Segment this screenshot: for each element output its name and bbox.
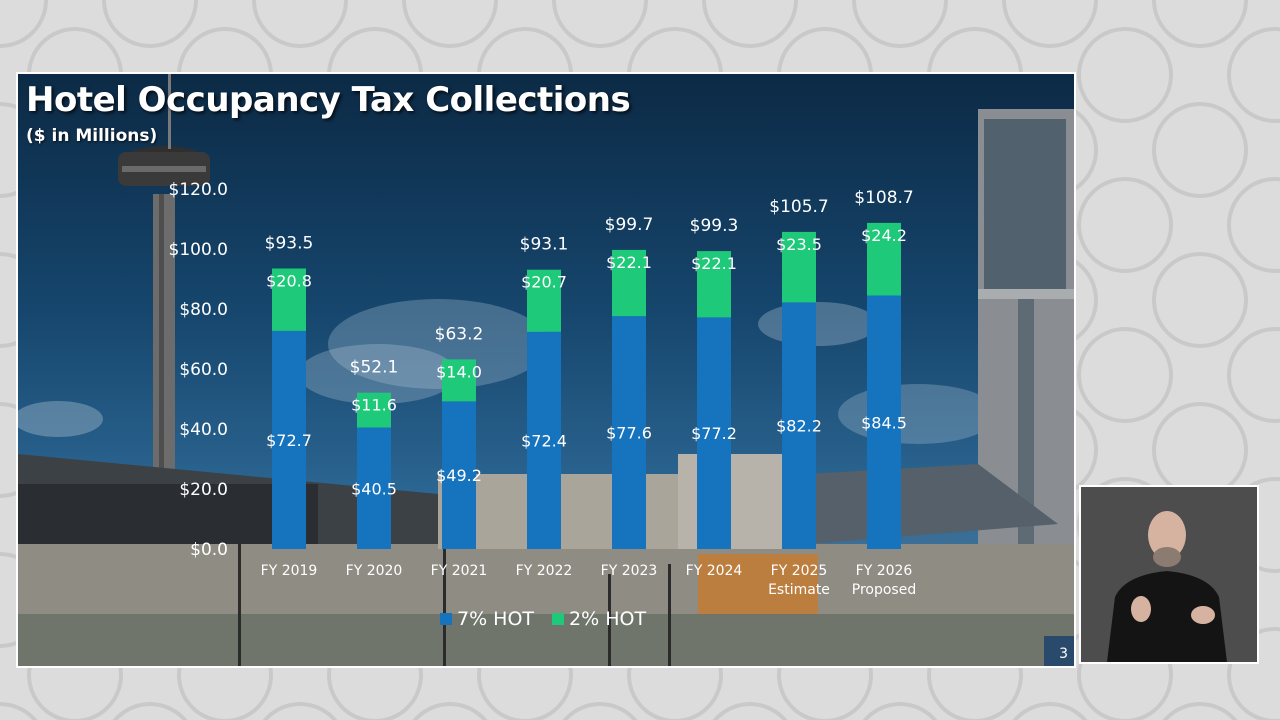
data-label-7pct: $49.2 xyxy=(436,466,482,485)
x-category-label: FY 2025 xyxy=(771,563,828,579)
legend-item-2pct: 2% HOT xyxy=(552,608,646,630)
total-label: $99.7 xyxy=(605,215,654,235)
data-label-2pct: $20.7 xyxy=(521,273,567,292)
data-label-7pct: $82.2 xyxy=(776,417,822,436)
bar-7pct-hot xyxy=(697,317,731,549)
legend-item-7pct: 7% HOT xyxy=(440,608,534,630)
bar-7pct-hot xyxy=(612,316,646,549)
stacked-bar-chart: $0.0 $20.0 $40.0 $60.0 $80.0 $100.0 $120.0 $72.… xyxy=(169,180,917,598)
bar-2pct-hot xyxy=(612,249,646,317)
data-label-2pct: $11.6 xyxy=(351,396,397,415)
bar-7pct-hot xyxy=(442,401,476,549)
legend-swatch-2pct xyxy=(552,613,565,625)
y-tick-label: $20.0 xyxy=(179,480,228,500)
data-label-2pct: $23.5 xyxy=(776,235,822,254)
y-tick-label: $40.0 xyxy=(179,420,228,440)
chart-legend: 7% HOT 2% HOT xyxy=(440,608,656,630)
data-label-7pct: $72.4 xyxy=(521,431,567,450)
x-category-label: FY 2023 xyxy=(601,563,658,579)
bar-7pct-hot xyxy=(357,427,391,549)
bar-2pct-hot xyxy=(272,268,306,331)
bar-2pct-hot xyxy=(697,251,731,318)
sign-language-interpreter-video xyxy=(1079,485,1259,664)
x-category-label: FY 2020 xyxy=(346,563,403,579)
slide-subtitle: ($ in Millions) xyxy=(26,126,158,146)
bar-2pct-hot xyxy=(357,392,391,428)
presentation-slide: Hotel Occupancy Tax Collections ($ in Mi… xyxy=(16,72,1076,668)
slide-title: Hotel Occupancy Tax Collections xyxy=(26,80,631,120)
data-label-7pct: $72.7 xyxy=(266,431,312,450)
total-label: $105.7 xyxy=(769,197,828,217)
x-category-label: Estimate xyxy=(768,582,830,598)
bar-2pct-hot xyxy=(867,222,901,296)
data-label-7pct: $77.2 xyxy=(691,424,737,443)
total-label: $93.1 xyxy=(520,235,569,255)
bar-7pct-hot xyxy=(272,330,306,549)
x-category-label: FY 2019 xyxy=(261,563,318,579)
data-label-7pct: $84.5 xyxy=(861,413,907,432)
x-category-label: Proposed xyxy=(852,582,916,598)
y-tick-label: $100.0 xyxy=(169,240,228,260)
bar-7pct-hot xyxy=(782,302,816,549)
data-label-2pct: $22.1 xyxy=(691,254,737,273)
data-label-7pct: $40.5 xyxy=(351,479,397,498)
y-tick-label: $60.0 xyxy=(179,360,228,380)
total-label: $93.5 xyxy=(265,234,314,254)
data-label-2pct: $20.8 xyxy=(266,272,312,291)
bar-2pct-hot xyxy=(442,359,476,402)
interpreter-image xyxy=(1081,487,1257,662)
x-category-label: FY 2024 xyxy=(686,563,743,579)
data-label-2pct: $24.2 xyxy=(861,226,907,245)
legend-label-2pct: 2% HOT xyxy=(569,608,647,630)
legend-label-7pct: 7% HOT xyxy=(457,608,535,630)
total-label: $63.2 xyxy=(435,324,484,344)
x-category-label: FY 2026 xyxy=(856,563,913,579)
legend-swatch-7pct xyxy=(440,613,452,625)
total-label: $108.7 xyxy=(854,188,913,208)
y-tick-label: $120.0 xyxy=(169,180,228,200)
x-category-label: FY 2021 xyxy=(431,563,488,579)
y-tick-label: $80.0 xyxy=(179,300,228,320)
y-tick-label: $0.0 xyxy=(190,540,228,560)
total-label: $52.1 xyxy=(350,358,399,378)
bar-7pct-hot xyxy=(527,331,561,549)
bar-7pct-hot xyxy=(867,295,901,549)
data-label-2pct: $22.1 xyxy=(606,253,652,272)
data-label-7pct: $77.6 xyxy=(606,424,652,443)
total-label: $99.3 xyxy=(690,216,739,236)
bar-2pct-hot xyxy=(782,231,816,303)
page-number: 3 xyxy=(1059,646,1068,662)
x-category-label: FY 2022 xyxy=(516,563,573,579)
bar-2pct-hot xyxy=(527,269,561,332)
page-corner-shape xyxy=(1044,636,1074,666)
data-label-2pct: $14.0 xyxy=(436,362,482,381)
